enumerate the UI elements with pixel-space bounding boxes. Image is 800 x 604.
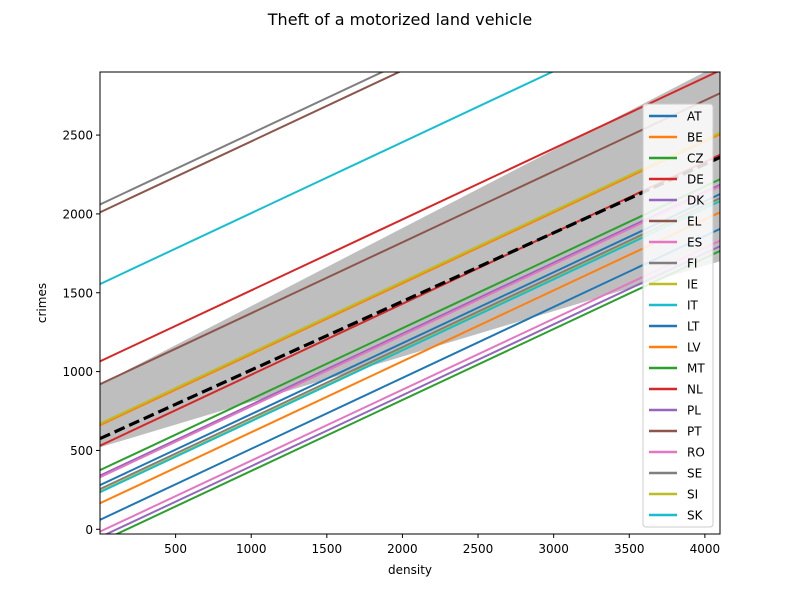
series-line-ie — [100, 131, 720, 425]
legend-label-dk: DK — [687, 194, 705, 208]
series-line-sk — [100, 200, 720, 494]
series-line-pl — [104, 245, 720, 534]
series-line-dk — [100, 183, 720, 477]
series-line-mt — [114, 250, 720, 534]
legend-label-es: ES — [687, 236, 702, 250]
x-tick-label: 1000 — [236, 542, 267, 556]
series-line-lv — [100, 211, 720, 505]
series-line-ro — [100, 239, 720, 533]
legend-label-lv: LV — [687, 341, 701, 355]
legend-label-fi: FI — [687, 257, 697, 271]
y-tick-label: 1000 — [62, 365, 93, 379]
legend-label-el: EL — [687, 215, 702, 229]
x-tick-label: 1500 — [312, 542, 343, 556]
y-axis-ticks: 0 500 1000 1500 2000 2500 — [62, 129, 100, 537]
mean-dashed-line — [100, 155, 720, 441]
legend-label-sk: SK — [687, 509, 704, 523]
legend-label-ro: RO — [687, 446, 705, 460]
series-line-se — [100, 72, 385, 206]
legend-label-ie: IE — [687, 278, 698, 292]
series-line-cz — [100, 178, 720, 472]
y-tick-label: 2000 — [62, 207, 93, 221]
legend-label-pt: PT — [687, 425, 702, 439]
legend-label-cz: CZ — [687, 152, 704, 166]
legend-label-se: SE — [687, 467, 702, 481]
plot-frame — [99, 71, 721, 535]
series-lines-layer — [100, 72, 720, 534]
y-tick-label: 0 — [85, 523, 93, 537]
legend-label-it: IT — [687, 299, 699, 313]
series-line-fi — [100, 197, 720, 490]
series-line-nl — [100, 72, 719, 363]
series-line-lt — [100, 227, 720, 521]
y-tick-label: 2500 — [62, 129, 93, 143]
x-axis-label: density — [388, 563, 432, 577]
series-line-it — [100, 72, 555, 285]
mean-line-layer — [100, 155, 720, 441]
x-tick-label: 500 — [164, 542, 187, 556]
legend-label-lt: LT — [687, 320, 700, 334]
legend-label-nl: NL — [687, 383, 703, 397]
legend: AT BE CZ DE DK EL ES FI IE IT LT LV MT NL PL PT RO SE SI SK — [642, 103, 714, 528]
x-tick-label: 4000 — [690, 542, 721, 556]
chart-title: Theft of a motorized land vehicle — [267, 10, 532, 29]
legend-label-de: DE — [687, 173, 704, 187]
legend-label-mt: MT — [687, 362, 705, 376]
x-tick-label: 2000 — [387, 542, 418, 556]
x-axis-ticks: 500 1000 1500 2000 2500 3000 3500 4000 — [164, 534, 720, 556]
legend-label-si: SI — [687, 488, 698, 502]
y-axis-label: crimes — [35, 283, 49, 323]
x-tick-label: 3000 — [538, 542, 569, 556]
series-line-el — [100, 92, 720, 386]
x-tick-label: 2500 — [463, 542, 494, 556]
legend-label-at: AT — [687, 110, 702, 124]
series-line-es — [100, 185, 720, 479]
series-line-be — [100, 133, 720, 427]
legend-box — [642, 103, 714, 528]
series-line-at — [100, 193, 720, 487]
y-tick-label: 500 — [70, 444, 93, 458]
y-tick-label: 1500 — [62, 286, 93, 300]
legend-label-be: BE — [687, 131, 703, 145]
x-tick-label: 3500 — [614, 542, 645, 556]
series-line-pt — [100, 72, 402, 214]
legend-label-pl: PL — [687, 404, 701, 418]
